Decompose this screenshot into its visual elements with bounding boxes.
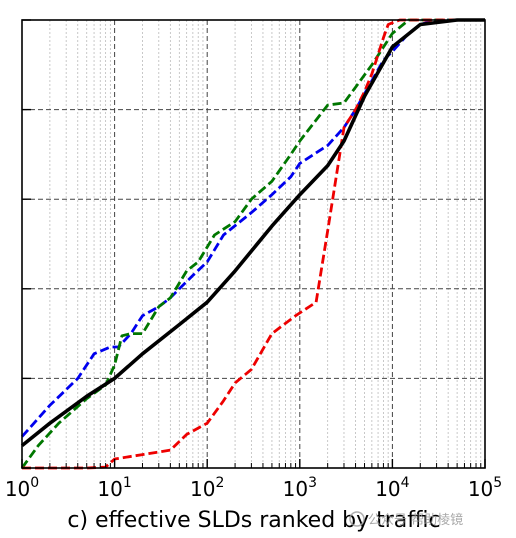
x-tick-label: 100 — [5, 475, 39, 501]
series-line-1 — [20, 18, 485, 448]
x-tick-label: 105 — [468, 475, 502, 501]
watermark-text: 公众号 帮助棱镜 — [368, 512, 463, 528]
watermark-icon — [349, 511, 365, 527]
minor-grid — [49, 20, 482, 468]
x-tick-label: 101 — [97, 475, 131, 501]
x-tick-label: 104 — [375, 475, 409, 501]
watermark: 公众号 帮助棱镜 — [349, 511, 463, 528]
series-layer — [20, 18, 485, 470]
series-line-4 — [22, 18, 485, 470]
x-tick-labels: 100 101 102 103 104 105 — [5, 475, 502, 501]
x-tick-label: 102 — [190, 475, 224, 501]
x-tick-label: 103 — [283, 475, 317, 501]
plot-background — [22, 20, 485, 468]
axis-ticks — [21, 19, 486, 469]
plot-frame — [21, 19, 486, 469]
chart-caption: c) effective SLDs ranked by traffic — [67, 508, 440, 533]
